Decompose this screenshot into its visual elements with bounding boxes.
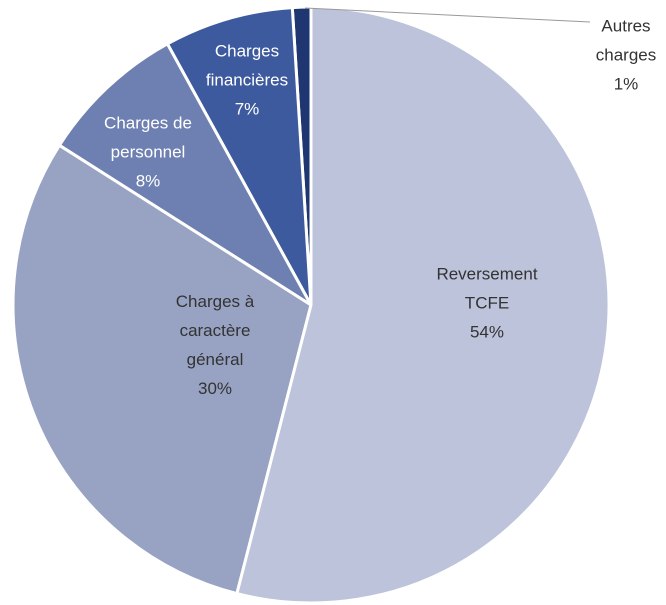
- slice-label: Reversement TCFE 54%: [436, 260, 537, 347]
- category-label: Charges financières: [205, 41, 289, 90]
- value-label: 30%: [197, 379, 233, 398]
- leader-line: [304, 7, 591, 23]
- category-label: Reversement TCFE: [436, 264, 538, 313]
- category-label: Autres charges: [595, 16, 657, 65]
- slice-label: Charges financières 7%: [206, 37, 288, 124]
- slice-label: Autres charges 1%: [596, 12, 656, 99]
- category-label: Charges de personnel: [104, 113, 192, 162]
- value-label: 1%: [613, 74, 639, 94]
- pie-slice: [57, 41, 313, 307]
- pie-slice: [235, 5, 611, 605]
- value-label: 7%: [234, 99, 260, 119]
- value-label: 54%: [469, 322, 505, 342]
- pie-slice: [11, 143, 313, 596]
- slice-label: Charges à caractère général 30%: [176, 287, 254, 403]
- category-label: Charges à caractère général: [175, 292, 255, 369]
- value-label: 8%: [135, 171, 161, 191]
- pie-slice: [165, 5, 313, 306]
- slice-label: Charges de personnel 8%: [104, 109, 192, 196]
